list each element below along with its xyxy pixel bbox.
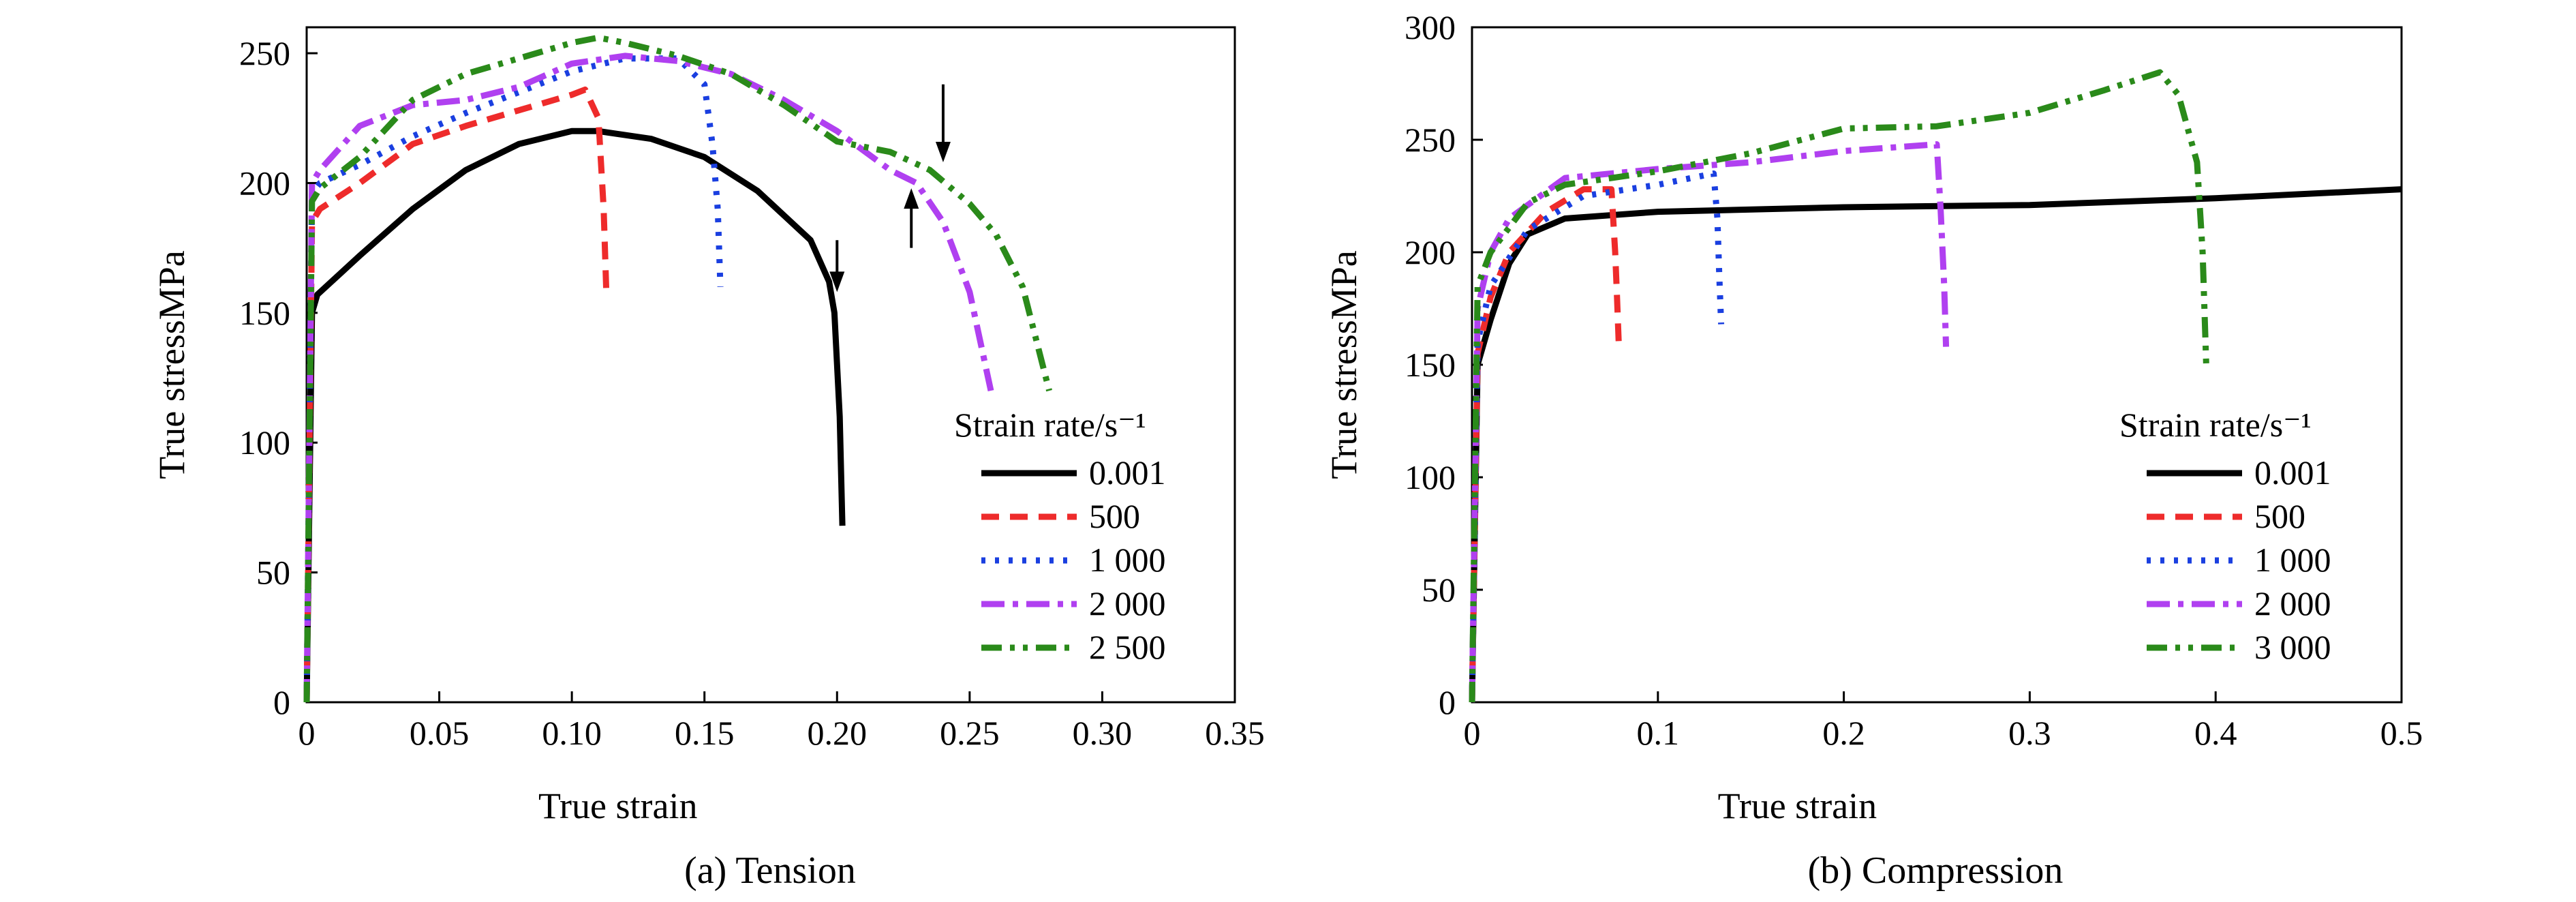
y-tick-label: 250 xyxy=(1405,121,1456,159)
legend-title: Strain rate/s⁻¹ xyxy=(954,406,1146,444)
series-line-500 xyxy=(303,86,610,703)
y-axis-label: True stressMPa xyxy=(151,250,192,479)
chart-caption: (b) Compression xyxy=(1808,850,2064,892)
series-line-3000 xyxy=(1469,69,2210,703)
x-tick-label: 0.25 xyxy=(940,714,1000,752)
series-line-1000 xyxy=(1469,170,1725,703)
x-axis-label: True strain xyxy=(1718,785,1877,826)
x-tick-label: 0.10 xyxy=(542,714,602,752)
x-tick-label: 0.05 xyxy=(410,714,470,752)
annotation-arrow-head xyxy=(935,142,951,162)
legend-label: 3 000 xyxy=(2254,628,2331,666)
y-tick-label: 200 xyxy=(1405,233,1456,271)
y-tick-label: 300 xyxy=(1405,8,1456,46)
legend-label: 2 000 xyxy=(2254,584,2331,622)
x-tick-label: 0.5 xyxy=(2380,714,2423,752)
legend-title: Strain rate/s⁻¹ xyxy=(2119,406,2312,444)
legend-label: 2 500 xyxy=(1089,628,1166,666)
series-line-1000 xyxy=(303,55,724,703)
series-line-0.001 xyxy=(1469,186,2402,703)
y-tick-label: 250 xyxy=(239,34,290,72)
legend-label: 1 000 xyxy=(2254,541,2331,579)
plot-frame xyxy=(305,26,1236,704)
x-tick-label: 0.35 xyxy=(1205,714,1265,752)
legend-label: 1 000 xyxy=(1089,541,1166,579)
x-axis-label: True strain xyxy=(538,785,698,826)
series-line-0.001 xyxy=(303,127,846,703)
y-tick-label: 150 xyxy=(239,294,290,332)
x-tick-label: 0.20 xyxy=(808,714,868,752)
annotation-arrow-head xyxy=(829,271,845,292)
legend-label: 500 xyxy=(2254,497,2305,535)
series-line-2500 xyxy=(303,34,1052,703)
x-tick-label: 0 xyxy=(1464,714,1481,752)
legend-label: 500 xyxy=(1089,497,1140,535)
series-line-500 xyxy=(1469,186,1622,703)
legend-label: 0.001 xyxy=(1089,453,1166,492)
x-tick-label: 0.2 xyxy=(1822,714,1865,752)
x-tick-label: 0.3 xyxy=(2008,714,2051,752)
y-tick-label: 100 xyxy=(239,423,290,462)
x-tick-label: 0 xyxy=(298,714,316,752)
y-tick-label: 200 xyxy=(239,164,290,202)
series-line-2000 xyxy=(303,52,994,703)
x-tick-label: 0.15 xyxy=(675,714,735,752)
legend-label: 2 000 xyxy=(1089,584,1166,622)
y-tick-label: 0 xyxy=(1439,683,1456,721)
y-axis-label: True stressMPa xyxy=(1323,250,1364,479)
x-tick-label: 0.4 xyxy=(2194,714,2237,752)
y-tick-label: 100 xyxy=(1405,458,1456,496)
x-tick-label: 0.30 xyxy=(1073,714,1133,752)
series-line-2000 xyxy=(1469,141,1950,703)
legend-label: 0.001 xyxy=(2254,453,2331,492)
y-tick-label: 0 xyxy=(273,683,290,721)
annotation-arrow-head xyxy=(904,188,919,209)
compression-chart: 0 0.1 0.2 0.3 0.4 0.5 0 50 100 150 200 250 300 True s… xyxy=(1323,8,2423,892)
tension-chart: 0 0.05 0.10 0.15 0.20 0.25 0.30 0.35 0 50 100 150 20… xyxy=(151,26,1265,892)
y-tick-label: 50 xyxy=(256,554,290,592)
x-tick-label: 0.1 xyxy=(1637,714,1680,752)
chart-caption: (a) Tension xyxy=(684,850,856,892)
y-tick-label: 150 xyxy=(1405,346,1456,384)
y-tick-label: 50 xyxy=(1422,571,1456,609)
